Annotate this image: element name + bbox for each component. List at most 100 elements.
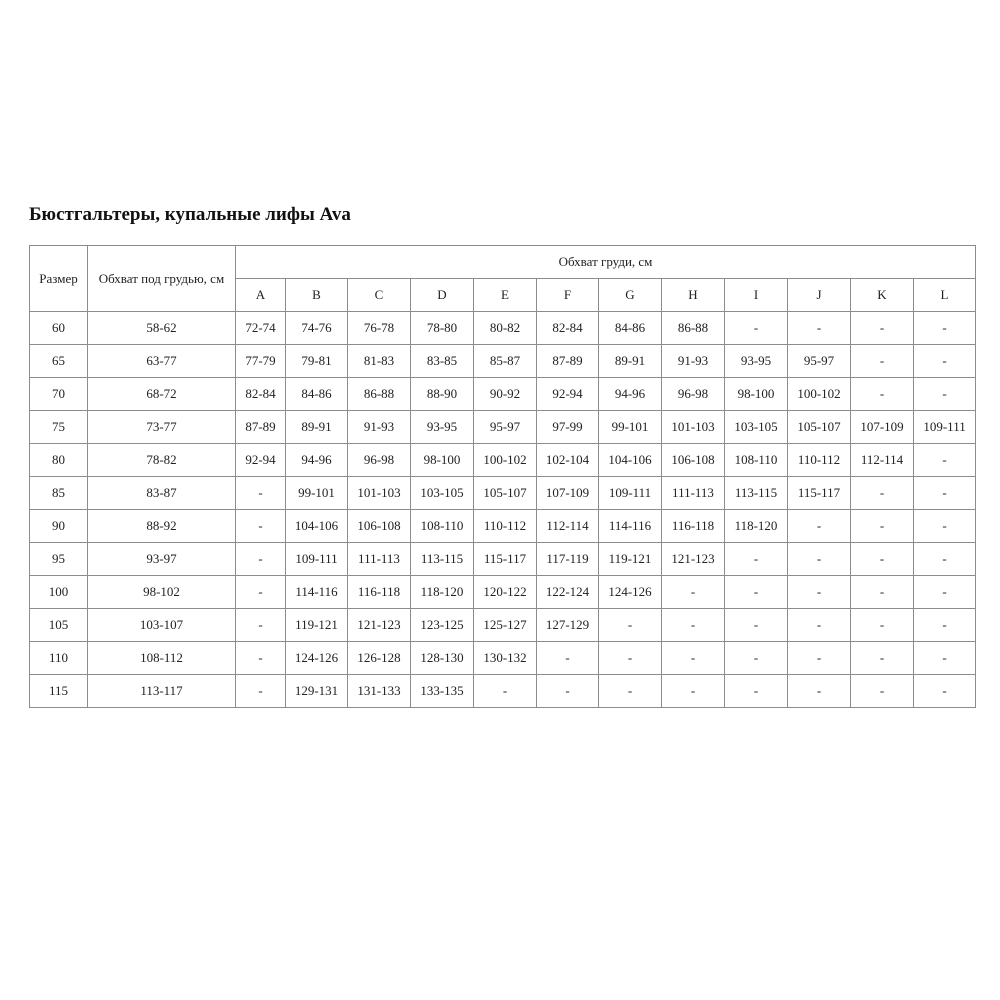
bust-cell: 114-116 bbox=[285, 575, 348, 609]
bust-cell: 78-80 bbox=[410, 311, 474, 345]
header-cup: A bbox=[235, 278, 286, 312]
bust-cell: 128-130 bbox=[410, 641, 474, 675]
size-table: Размер Обхват под грудью, см Обхват груд… bbox=[29, 245, 977, 708]
bust-cell: 82-84 bbox=[235, 377, 286, 411]
bust-cell: - bbox=[235, 509, 286, 543]
bust-cell: - bbox=[473, 674, 537, 708]
bust-cell: 130-132 bbox=[473, 641, 537, 675]
bust-cell: - bbox=[724, 542, 788, 576]
size-cell: 70 bbox=[29, 377, 88, 411]
bust-cell: - bbox=[850, 575, 914, 609]
bust-cell: 124-126 bbox=[598, 575, 662, 609]
table-row: 90 88-92-104-106 106-108 108-110 110-112 112-… bbox=[29, 509, 977, 543]
bust-cell: 97-99 bbox=[536, 410, 599, 444]
header-underbust: Обхват под грудью, см bbox=[87, 245, 236, 312]
bust-cell: - bbox=[598, 674, 662, 708]
bust-cell: 116-118 bbox=[347, 575, 411, 609]
bust-cell: 93-95 bbox=[410, 410, 474, 444]
bust-cell: 83-85 bbox=[410, 344, 474, 378]
bust-cell: 103-105 bbox=[410, 476, 474, 510]
bust-cell: - bbox=[912, 674, 977, 708]
bust-cell: 133-135 bbox=[410, 674, 474, 708]
bust-cell: - bbox=[850, 542, 914, 576]
bust-cell: 106-108 bbox=[661, 443, 725, 477]
bust-cell: - bbox=[850, 608, 914, 642]
bust-cell: 95-97 bbox=[787, 344, 851, 378]
header-cup: B bbox=[285, 278, 348, 312]
bust-cell: 111-113 bbox=[347, 542, 411, 576]
bust-cell: 94-96 bbox=[285, 443, 348, 477]
underbust-cell: 88-92 bbox=[87, 509, 236, 543]
bust-cell: 84-86 bbox=[285, 377, 348, 411]
bust-cell: - bbox=[235, 674, 286, 708]
bust-cell: 127-129 bbox=[536, 608, 599, 642]
bust-cell: - bbox=[787, 509, 851, 543]
table-row: 65 63-77 77-79 79-81 81-83 83-85 85-87 87-89 89-… bbox=[29, 344, 977, 378]
bust-cell: 104-106 bbox=[285, 509, 348, 543]
bust-cell: - bbox=[787, 542, 851, 576]
bust-cell: 85-87 bbox=[473, 344, 537, 378]
bust-cell: 112-114 bbox=[850, 443, 914, 477]
bust-cell: - bbox=[536, 641, 599, 675]
bust-cell: - bbox=[724, 311, 788, 345]
bust-cell: 122-124 bbox=[536, 575, 599, 609]
bust-cell: 99-101 bbox=[285, 476, 348, 510]
table-row: 115 113-117-129-131 131-133 133-135- - - - - - - - bbox=[29, 674, 977, 708]
bust-cell: - bbox=[661, 641, 725, 675]
bust-cell: 129-131 bbox=[285, 674, 348, 708]
size-cell: 65 bbox=[29, 344, 88, 378]
bust-cell: 110-112 bbox=[787, 443, 851, 477]
table-row: 75 73-77 87-89 89-91 91-93 93-95 95-97 97-99 99-… bbox=[29, 410, 977, 444]
bust-cell: - bbox=[850, 344, 914, 378]
bust-cell: 96-98 bbox=[661, 377, 725, 411]
header-cup: I bbox=[724, 278, 788, 312]
size-cell: 105 bbox=[29, 608, 88, 642]
bust-cell: - bbox=[912, 608, 977, 642]
bust-cell: 101-103 bbox=[347, 476, 411, 510]
bust-cell: 124-126 bbox=[285, 641, 348, 675]
bust-cell: 113-115 bbox=[410, 542, 474, 576]
header-cup: L bbox=[912, 278, 977, 312]
bust-cell: 107-109 bbox=[850, 410, 914, 444]
bust-cell: - bbox=[850, 311, 914, 345]
header-cup: D bbox=[410, 278, 474, 312]
bust-cell: 104-106 bbox=[598, 443, 662, 477]
underbust-cell: 93-97 bbox=[87, 542, 236, 576]
header-cup: G bbox=[598, 278, 662, 312]
bust-cell: - bbox=[787, 641, 851, 675]
bust-cell: 98-100 bbox=[724, 377, 788, 411]
bust-cell: - bbox=[912, 509, 977, 543]
bust-cell: 82-84 bbox=[536, 311, 599, 345]
bust-cell: - bbox=[850, 476, 914, 510]
bust-cell: 119-121 bbox=[598, 542, 662, 576]
underbust-cell: 68-72 bbox=[87, 377, 236, 411]
bust-cell: - bbox=[912, 377, 977, 411]
bust-cell: 84-86 bbox=[598, 311, 662, 345]
size-cell: 60 bbox=[29, 311, 88, 345]
bust-cell: 121-123 bbox=[347, 608, 411, 642]
page-title: Бюстгальтеры, купальные лифы Ava bbox=[29, 204, 351, 225]
bust-cell: - bbox=[850, 674, 914, 708]
bust-cell: - bbox=[912, 443, 977, 477]
header-cup: K bbox=[850, 278, 914, 312]
underbust-cell: 83-87 bbox=[87, 476, 236, 510]
size-cell: 100 bbox=[29, 575, 88, 609]
table-row: 80 78-82 92-94 94-96 96-98 98-100 100-102 102-1… bbox=[29, 443, 977, 477]
header-bust: Обхват груди, см bbox=[234, 245, 977, 279]
bust-cell: - bbox=[661, 575, 725, 609]
bust-cell: 125-127 bbox=[473, 608, 537, 642]
bust-cell: 121-123 bbox=[661, 542, 725, 576]
bust-cell: 123-125 bbox=[410, 608, 474, 642]
bust-cell: 90-92 bbox=[473, 377, 537, 411]
bust-cell: 105-107 bbox=[473, 476, 537, 510]
bust-cell: - bbox=[850, 509, 914, 543]
bust-cell: 101-103 bbox=[661, 410, 725, 444]
bust-cell: 111-113 bbox=[661, 476, 725, 510]
bust-cell: 107-109 bbox=[536, 476, 599, 510]
size-cell: 95 bbox=[29, 542, 88, 576]
bust-cell: - bbox=[235, 608, 286, 642]
bust-cell: - bbox=[787, 674, 851, 708]
table-row: 110 108-112-124-126 126-128 128-130 130-132-… bbox=[29, 641, 977, 675]
table-row: 60 58-62 72-74 74-76 76-78 78-80 80-82 82-84 84-… bbox=[29, 311, 977, 345]
bust-cell: 92-94 bbox=[536, 377, 599, 411]
